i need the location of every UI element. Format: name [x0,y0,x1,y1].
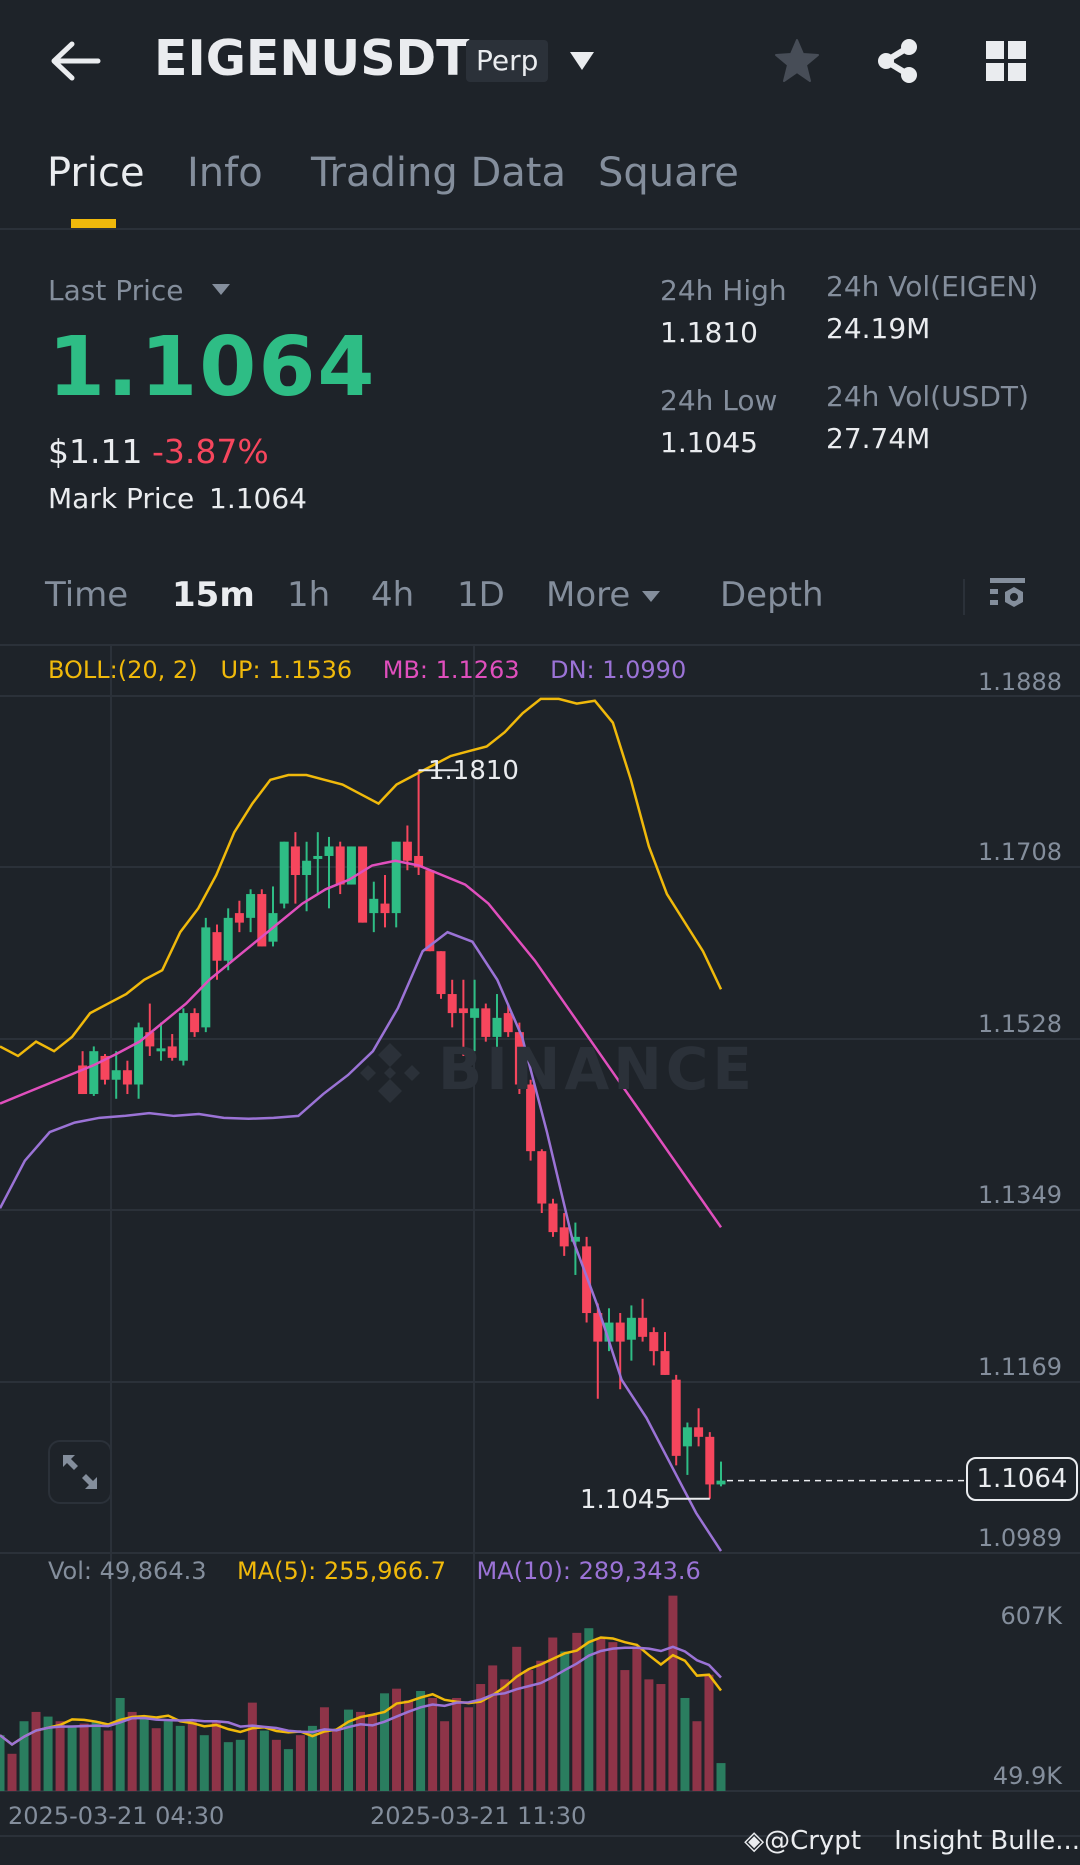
footer-handle: @Crypt [764,1826,862,1856]
back-arrow-icon[interactable] [48,38,102,84]
high-24h-value: 1.1810 [660,316,758,349]
vol-ma5: MA(5): 255,966.7 [237,1557,446,1585]
tab-square[interactable]: Square [598,150,739,196]
symbol-dropdown-caret-icon[interactable] [568,50,596,72]
high-marker-label: 1.1810 [428,756,519,786]
page-tabs: Price Info Trading Data Square [0,150,1080,230]
vol-base-24h-value: 24.19M [826,312,931,345]
tab-price[interactable]: Price [47,150,145,196]
interval-bar: Time 15m 1h 4h 1D More Depth [0,575,1080,625]
price-axis-label: 1.1708 [978,838,1062,866]
current-price-tag: 1.1064 [966,1457,1078,1501]
more-dropdown-icon[interactable] [641,590,661,604]
boll-up: UP: 1.1536 [220,656,353,684]
boll-dn: DN: 1.0990 [550,656,687,684]
high-24h-label: 24h High [660,274,787,307]
price-type-label[interactable]: Last Price [48,274,184,307]
price-change-percent: -3.87% [152,432,269,471]
vol-ma10: MA(10): 289,343.6 [476,1557,701,1585]
tab-trading-data[interactable]: Trading Data [311,150,566,196]
chart-settings-icon[interactable] [988,575,1028,615]
volume-legend: Vol: 49,864.3 MA(5): 255,966.7 MA(10): 2… [48,1557,701,1585]
vol-quote-24h-label: 24h Vol(USDT) [826,380,1029,413]
usd-price: $1.11 [48,432,143,471]
price-axis-label: 1.1349 [978,1181,1062,1209]
footer-attribution: ◈@Crypt Insight Bulle... [744,1826,1080,1856]
fullscreen-button[interactable] [48,1440,112,1504]
low-marker-label: 1.1045 [580,1485,671,1515]
depth-tab[interactable]: Depth [720,575,824,615]
expand-arrows-icon [63,1455,97,1489]
chart-top-divider [0,644,1080,646]
grid-menu-icon[interactable] [982,36,1032,86]
symbol-title[interactable]: EIGENUSDT [154,30,470,87]
low-24h-value: 1.1045 [660,426,758,459]
footer-title: Insight Bulle... [894,1826,1080,1856]
binance-logo-icon [360,1043,420,1103]
price-axis-label: 1.1528 [978,1010,1062,1038]
mark-price-label: Mark Price [48,482,195,515]
price-type-dropdown-icon[interactable] [211,283,231,297]
x-axis-date: 2025-03-21 04:30 [8,1802,225,1830]
volume-axis-min: 49.9K [992,1762,1062,1790]
tabs-divider [0,228,1080,230]
boll-label: BOLL:(20, 2) [48,656,198,684]
top-bar: EIGENUSDT Perp [0,0,1080,120]
watermark-text: BINANCE [438,1035,756,1103]
interval-1d[interactable]: 1D [457,575,505,615]
share-icon[interactable] [874,36,924,86]
interval-15m[interactable]: 15m [172,575,255,615]
favorite-star-icon[interactable] [772,36,822,86]
binance-small-logo-icon: ◈ [744,1826,765,1856]
x-axis-date: 2025-03-21 11:30 [370,1802,587,1830]
tab-info[interactable]: Info [187,150,263,196]
active-tab-indicator [71,219,116,228]
price-axis-label: 1.1169 [978,1353,1062,1381]
boll-mb: MB: 1.1263 [382,656,520,684]
price-axis-label: 1.0989 [978,1524,1062,1552]
interval-divider [963,579,965,615]
vol-base-24h-label: 24h Vol(EIGEN) [826,270,1039,303]
vol-quote-24h-value: 27.74M [826,422,931,455]
interval-more[interactable]: More [546,575,631,615]
last-price: 1.1064 [48,320,377,415]
vol-value: Vol: 49,864.3 [48,1557,207,1585]
mark-price-value: 1.1064 [209,482,307,515]
boll-legend: BOLL:(20, 2) UP: 1.1536 MB: 1.1263 DN: 1… [48,656,686,684]
interval-4h[interactable]: 4h [371,575,415,615]
low-24h-label: 24h Low [660,384,778,417]
interval-time[interactable]: Time [45,575,129,615]
contract-type-badge: Perp [466,40,549,82]
price-axis-label: 1.1888 [978,668,1062,696]
binance-watermark: BINANCE [354,1035,756,1103]
volume-axis-max: 607K [1000,1602,1062,1630]
interval-1h[interactable]: 1h [287,575,331,615]
